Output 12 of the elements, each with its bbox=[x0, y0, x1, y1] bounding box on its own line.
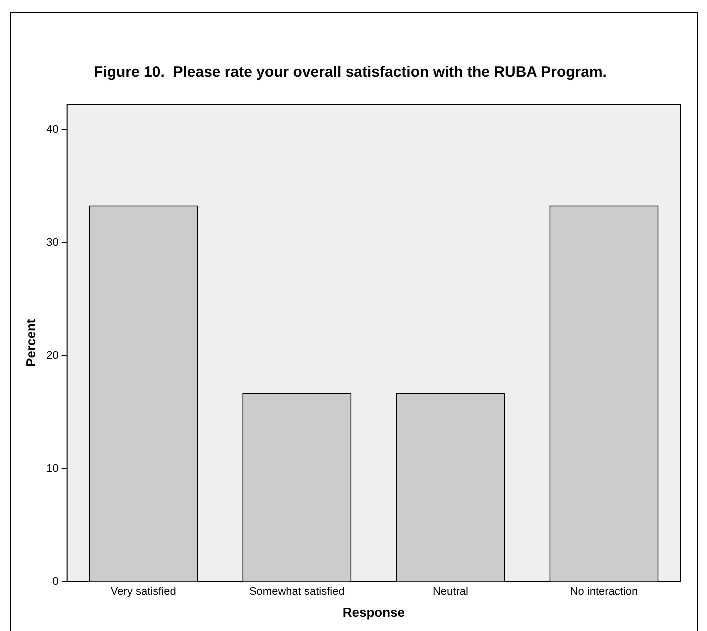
y-axis-title: Percent bbox=[23, 318, 38, 367]
y-tick-label: 20 bbox=[46, 350, 59, 362]
y-tick-label: 30 bbox=[46, 237, 59, 250]
x-tick-label: No interaction bbox=[570, 586, 638, 598]
chart-title: Figure 10. Please rate your overall satisfaction with the RUBA Program. bbox=[94, 64, 607, 82]
y-tick-label: 10 bbox=[46, 463, 59, 476]
x-tick-label: Neutral bbox=[432, 586, 468, 598]
y-tick-label: 0 bbox=[52, 576, 59, 588]
x-tick-label: Very satisfied bbox=[110, 586, 176, 598]
x-tick-label: Somewhat satisfied bbox=[249, 586, 345, 598]
x-axis-title: Response bbox=[342, 604, 405, 620]
y-tick-label: 40 bbox=[46, 124, 59, 136]
